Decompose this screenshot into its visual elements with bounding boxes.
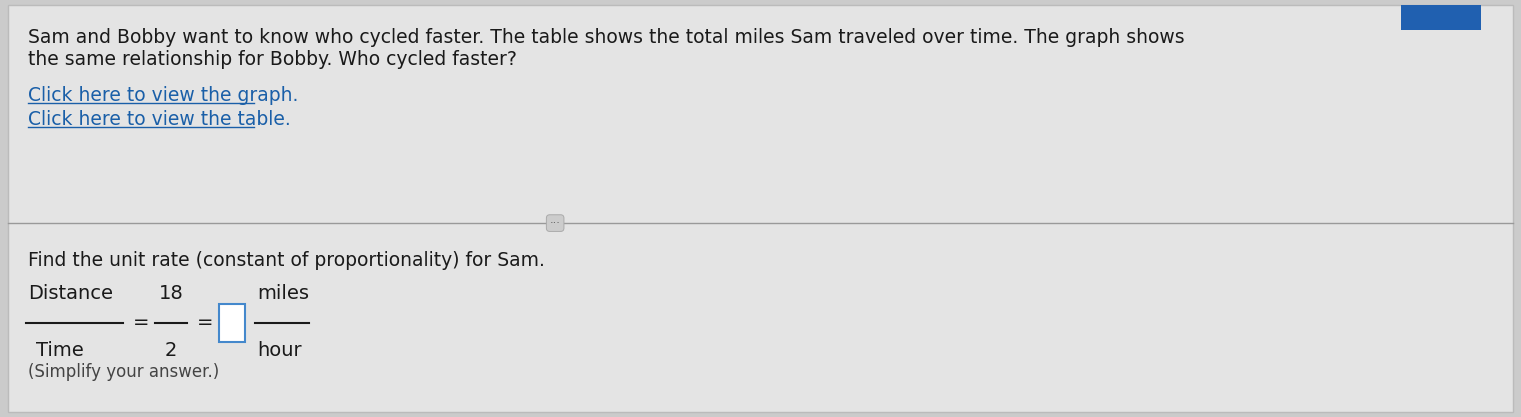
Text: Find the unit rate (constant of proportionality) for Sam.: Find the unit rate (constant of proporti…: [27, 251, 545, 270]
Text: =: =: [132, 313, 149, 332]
Text: hour: hour: [257, 341, 301, 360]
Text: Click here to view the table.: Click here to view the table.: [27, 110, 291, 129]
Text: miles: miles: [257, 284, 309, 303]
Text: Sam and Bobby want to know who cycled faster. The table shows the total miles Sa: Sam and Bobby want to know who cycled fa…: [27, 28, 1185, 47]
Text: =: =: [198, 313, 213, 332]
Text: Time: Time: [37, 341, 84, 360]
FancyBboxPatch shape: [8, 5, 1513, 412]
Text: Distance: Distance: [27, 284, 113, 303]
Text: 2: 2: [164, 341, 176, 360]
Text: Click here to view the graph.: Click here to view the graph.: [27, 86, 298, 105]
Text: ···: ···: [549, 218, 561, 228]
FancyBboxPatch shape: [219, 304, 245, 342]
Text: 18: 18: [158, 284, 184, 303]
Text: (Simplify your answer.): (Simplify your answer.): [27, 363, 219, 381]
Bar: [1401, 5, 1481, 30]
Text: the same relationship for Bobby. Who cycled faster?: the same relationship for Bobby. Who cyc…: [27, 50, 517, 69]
